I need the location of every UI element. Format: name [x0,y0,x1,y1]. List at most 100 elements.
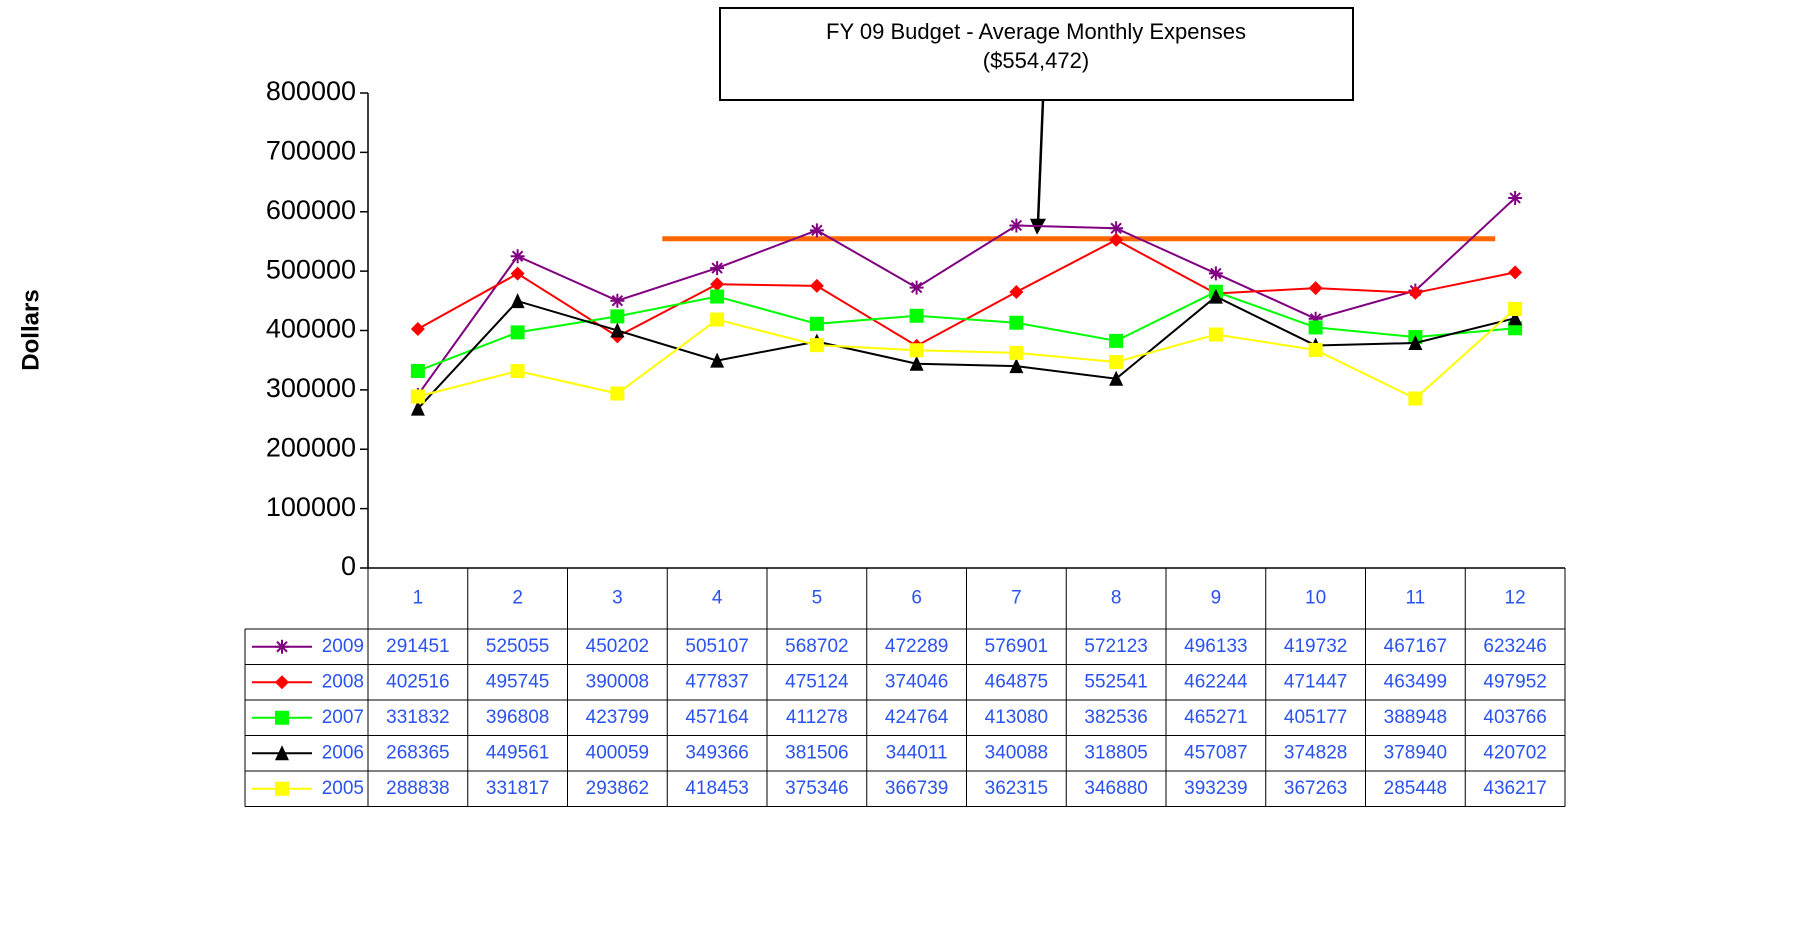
x-tick-label: 12 [1505,588,1526,609]
table-value: 465271 [1184,707,1247,728]
table-value: 450202 [586,636,649,657]
x-tick-label: 3 [612,588,623,609]
table-value: 396808 [486,707,549,728]
x-tick-label: 6 [911,588,922,609]
marker [1308,342,1323,357]
x-tick-label: 7 [1011,588,1022,609]
marker [410,389,425,404]
series-line [417,290,1516,372]
table-value: 268365 [386,742,449,763]
table-value: 419732 [1284,636,1347,657]
marker [809,316,824,331]
table-value: 475124 [785,671,849,692]
table-value: 495745 [486,671,549,692]
marker [275,639,289,654]
table-value: 378940 [1384,742,1447,763]
marker [610,293,625,308]
table-value: 449561 [486,742,549,763]
table-value: 472289 [885,636,948,657]
table-value: 293862 [586,778,649,799]
marker [410,363,425,378]
marker [275,675,289,690]
table-value: 285448 [1384,778,1447,799]
marker [809,338,824,353]
y-tick-label: 600000 [266,195,356,225]
marker [510,293,525,309]
table-value: 463499 [1384,671,1447,692]
marker [1208,327,1223,342]
table-value: 405177 [1284,707,1347,728]
table-value: 496133 [1184,636,1247,657]
marker [275,745,289,761]
table-value: 497952 [1483,671,1546,692]
table-value: 572123 [1084,636,1147,657]
legend-label: 2007 [322,707,364,728]
marker [909,280,924,295]
marker [1308,320,1323,335]
marker [809,278,824,293]
table-value: 552541 [1084,671,1147,692]
table-value: 381506 [785,742,848,763]
y-tick-label: 200000 [266,432,356,462]
marker [1208,266,1223,281]
table-value: 375346 [785,778,848,799]
marker [275,710,289,725]
marker [510,249,525,264]
marker [710,312,725,327]
table-value: 374046 [885,671,948,692]
table-value: 424764 [885,707,949,728]
marker [1508,310,1523,326]
marker [1109,355,1124,370]
marker [809,223,824,238]
table-value: 393239 [1184,778,1247,799]
table-value: 477837 [685,671,748,692]
series-line [417,295,1516,410]
marker [1208,288,1223,304]
marker [510,325,525,340]
marker [1109,232,1124,247]
table-value: 288838 [386,778,449,799]
marker [610,309,625,324]
x-tick-label: 2 [512,588,523,609]
table-value: 340088 [985,742,1048,763]
marker [1408,285,1423,300]
marker [710,289,725,304]
marker [1009,218,1024,233]
marker [1109,333,1124,348]
series-line [417,308,1516,400]
legend-label: 2008 [322,671,364,692]
table-value: 464875 [985,671,1048,692]
series-line [417,197,1516,396]
table-value: 471447 [1284,671,1347,692]
table-value: 402516 [386,671,449,692]
y-tick-label: 300000 [266,373,356,403]
marker [710,261,725,276]
table-value: 403766 [1483,707,1546,728]
marker [1508,301,1523,316]
table-value: 388948 [1384,707,1447,728]
table-value: 362315 [985,778,1048,799]
annotation-arrow [1036,99,1045,223]
table-value: 420702 [1483,742,1546,763]
marker [1109,221,1124,236]
y-tick-label: 500000 [266,254,356,284]
marker [1009,284,1024,299]
table-value: 413080 [985,707,1048,728]
table-value: 400059 [586,742,649,763]
annotation-box [719,7,1354,101]
y-axis-label: Dollars [17,289,44,370]
legend-label: 2006 [322,742,364,763]
marker [510,363,525,378]
x-tick-label: 9 [1211,588,1222,609]
y-tick-label: 800000 [266,76,356,106]
y-tick-label: 700000 [266,136,356,166]
marker [1408,335,1423,351]
marker [610,322,625,338]
table-value: 568702 [785,636,848,657]
marker [1508,265,1523,280]
x-tick-label: 11 [1406,588,1426,609]
marker [710,352,725,368]
marker [1408,391,1423,406]
marker [909,355,924,371]
